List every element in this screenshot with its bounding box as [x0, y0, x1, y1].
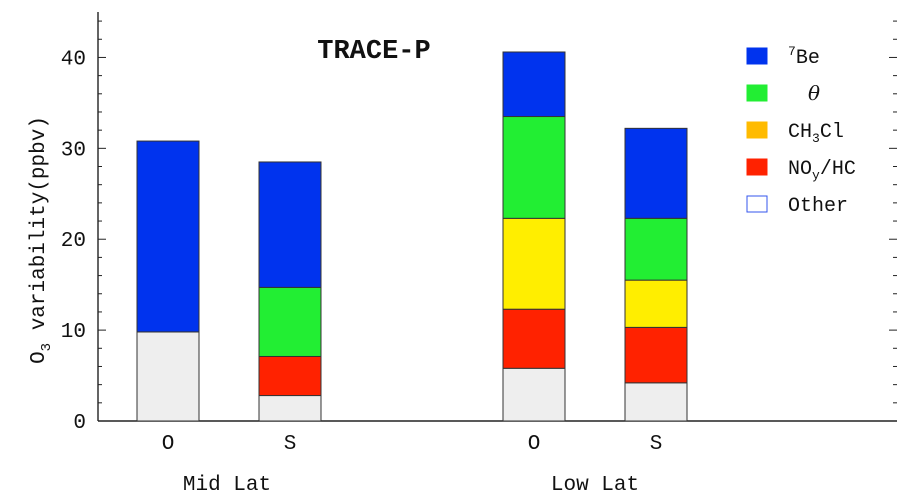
- bar-segment: [258, 286, 322, 357]
- bar-segment: [502, 116, 566, 219]
- bar-segment: [624, 326, 688, 384]
- bar-segment: [258, 355, 322, 397]
- group-label: Low Lat: [551, 474, 639, 497]
- stacked-bars: [136, 51, 688, 422]
- bar-segment: [624, 279, 688, 328]
- bar-segment: [502, 367, 566, 422]
- y-tick-label: 20: [61, 230, 86, 253]
- legend-label: Other: [788, 195, 848, 218]
- bar-segment: [136, 331, 200, 422]
- legend-swatch: [746, 47, 768, 65]
- bar-segment: [258, 161, 322, 288]
- legend: 7Be θ CH3Cl NOy/HC Other: [746, 44, 856, 218]
- legend-label: θ: [808, 81, 820, 105]
- legend-swatch: [746, 84, 768, 102]
- bar-segment: [624, 127, 688, 219]
- bar-segment: [624, 382, 688, 422]
- legend-swatch: [746, 158, 768, 176]
- y-axis-label-sub: 3: [39, 343, 55, 351]
- y-tick-label: 30: [61, 139, 86, 162]
- legend-label: NOy/HC: [788, 158, 856, 183]
- y-tick-label: 10: [61, 321, 86, 344]
- y-axis-label: O3 variability(ppbv): [28, 116, 55, 364]
- x-tick-label: S: [650, 433, 663, 456]
- x-tick-label: O: [528, 433, 541, 456]
- y-axis-label-rest: variability(ppbv): [28, 116, 51, 343]
- bar-segment: [258, 395, 322, 422]
- group-label: Mid Lat: [183, 474, 271, 497]
- y-axis-label-main: O: [28, 351, 51, 364]
- x-axis: O S O S Mid Lat Low Lat: [162, 433, 663, 497]
- x-tick-label: O: [162, 433, 175, 456]
- bar-segment: [502, 217, 566, 310]
- x-tick-label: S: [284, 433, 297, 456]
- chart-title: TRACE-P: [317, 37, 430, 67]
- bar-segment: [502, 308, 566, 369]
- bar-segment: [624, 217, 688, 281]
- y-axis: 0 10 20 30 40: [61, 20, 897, 435]
- bar-segment: [136, 140, 200, 333]
- y-tick-label: 0: [73, 412, 86, 435]
- legend-label: 7Be: [788, 44, 820, 70]
- legend-label: CH3Cl: [788, 121, 844, 146]
- y-tick-label: 40: [61, 48, 86, 71]
- legend-swatch: [746, 195, 768, 213]
- plot-frame: [97, 12, 897, 422]
- legend-swatch: [746, 121, 768, 139]
- bar-segment: [502, 51, 566, 118]
